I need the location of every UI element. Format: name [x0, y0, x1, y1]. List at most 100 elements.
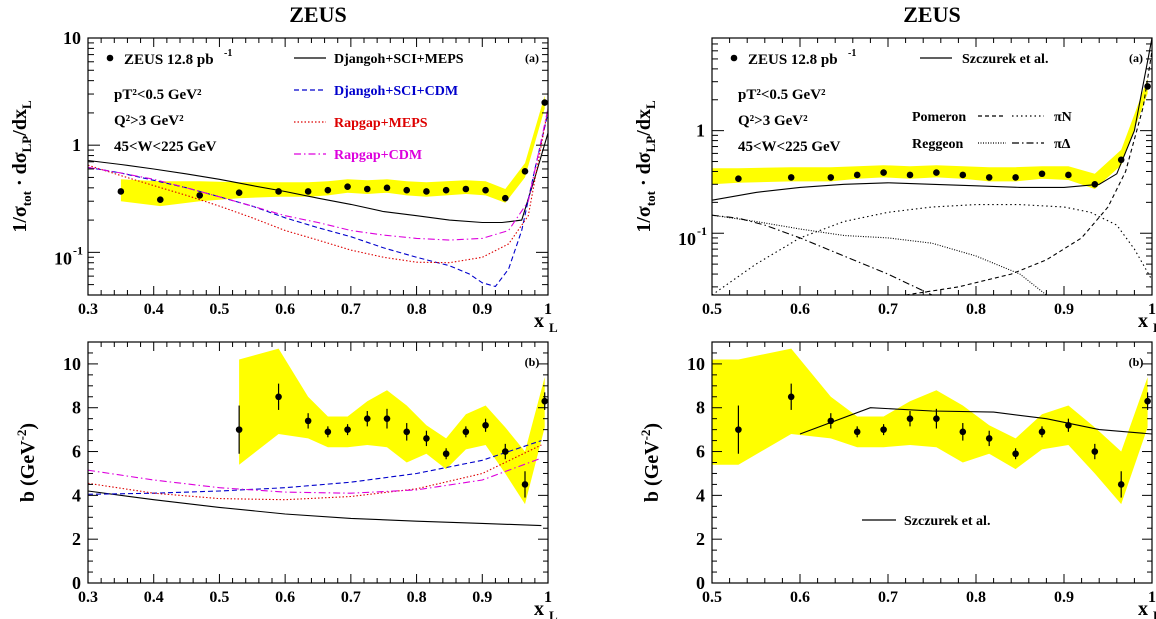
y-axis-label-part: 1/σ	[633, 206, 655, 233]
series-line	[88, 444, 542, 501]
plot-frame	[87, 37, 549, 296]
y-axis-label-part: b (GeV	[641, 440, 663, 502]
data-point	[275, 393, 282, 401]
data-point	[985, 435, 993, 442]
x-tick-label: 0.6	[790, 589, 810, 606]
legend-data-exponent: -1	[224, 48, 232, 59]
data-point	[196, 192, 204, 199]
data-point	[423, 188, 430, 195]
legend-label: Reggeon	[912, 137, 964, 152]
x-tick-label: 0.7	[341, 301, 361, 318]
plot-area	[88, 348, 548, 527]
data-point	[853, 428, 861, 436]
series-line	[712, 214, 933, 295]
y-axis-label-part: L	[643, 100, 658, 109]
series-line	[712, 38, 1152, 201]
x-tick-label: 0.4	[144, 301, 164, 318]
x-tick-label: 0.7	[878, 589, 898, 606]
data-point	[344, 183, 351, 190]
data-point	[735, 426, 742, 433]
panel-label: (a)	[525, 51, 539, 65]
y-axis-label-part: L	[19, 100, 34, 109]
y-axis-label-part: 1/σ	[9, 206, 31, 233]
data-point	[933, 415, 940, 422]
legend-cut: 45<W<225 GeV	[738, 139, 841, 155]
x-tick-label: 1	[544, 589, 552, 606]
data-point	[1144, 83, 1151, 90]
series-line	[905, 50, 1152, 295]
x-tick-label: 0.6	[275, 589, 295, 606]
legend-label: Szczurek et al.	[962, 52, 1048, 67]
x-tick-label: 0.3	[78, 589, 98, 606]
y-tick-label-exponent: -1	[73, 243, 83, 257]
y-tick-label: 2	[696, 529, 705, 549]
y-tick-label: 4	[696, 485, 705, 505]
x-tick-label: 0.4	[144, 589, 164, 606]
x-tick-label: 0.5	[209, 589, 229, 606]
legend-data-label: ZEUS 12.8 pb	[748, 52, 838, 68]
y-axis-label-part: b (GeV	[17, 440, 39, 502]
y-axis-label: 1/σtot · dσLP/dxL	[9, 100, 34, 233]
x-tick-label: 0.9	[472, 589, 492, 606]
data-point	[827, 417, 835, 425]
x-tick-label: 0.6	[275, 301, 295, 318]
data-point	[906, 415, 914, 422]
chart-panel-left-bottom: 0.3 0.4 0.5 0.6 0.7 0.8 0.9 1x L 0 2 4 6 8 10 b (GeV-2)…	[14, 341, 558, 619]
data-point	[304, 417, 312, 425]
data-point	[344, 426, 351, 433]
legend-label: Djangoh+SCI+MEPS	[334, 52, 464, 67]
y-axis-label: 1/σtot · dσLP/dxL	[633, 100, 658, 233]
x-axis-label-sub: L	[1153, 608, 1156, 619]
data-point	[363, 415, 371, 422]
data-point	[462, 185, 470, 193]
y-tick-label: 0	[72, 573, 81, 593]
data-point	[735, 175, 742, 183]
x-tick-label: 0.8	[407, 589, 427, 606]
data-point	[117, 188, 125, 195]
y-tick-label-exponent: -1	[697, 224, 707, 238]
y-axis-label-part: /dx	[9, 109, 31, 137]
x-axis-label-sub: L	[549, 320, 558, 335]
chart-panel-right-bottom: 0.5 0.6 0.7 0.8 0.9 1xL 0 2 4 6 8 10 b (GeV-2) (b) Szc…	[638, 341, 1156, 619]
plot-area	[88, 95, 548, 288]
data-point	[462, 428, 470, 436]
x-axis-label: x	[534, 598, 544, 619]
systematic-band	[239, 348, 545, 505]
series-line	[799, 407, 1152, 435]
data-point	[541, 397, 548, 405]
data-point	[1117, 156, 1125, 164]
chart-title: ZEUS	[903, 2, 960, 27]
x-tick-label: 1	[544, 301, 552, 318]
data-point	[959, 428, 967, 436]
systematic-band	[712, 348, 1148, 505]
data-point	[880, 426, 887, 433]
data-point	[1065, 421, 1072, 429]
panel-label: (a)	[1129, 51, 1143, 65]
legend-data-marker	[106, 54, 114, 62]
x-tick-label: 1	[1148, 589, 1156, 606]
y-axis-label-part: -2	[14, 430, 29, 441]
legend-data-exponent: -1	[848, 48, 856, 59]
x-tick-label: 0.8	[966, 589, 986, 606]
data-point	[1012, 450, 1019, 458]
legend-label: Rapgap+CDM	[334, 148, 422, 163]
series-line	[88, 108, 548, 241]
data-point	[827, 174, 835, 181]
y-tick-label: 1	[72, 135, 81, 155]
y-axis-label-part: tot	[643, 190, 658, 206]
y-tick-label: 1	[696, 121, 705, 141]
data-point	[1144, 397, 1151, 405]
panel-label: (b)	[1129, 355, 1144, 369]
legend-cut: 45<W<225 GeV	[114, 139, 217, 155]
data-point	[501, 448, 509, 455]
y-tick-label: 10	[63, 354, 81, 374]
y-tick-label: 10	[54, 248, 72, 268]
y-axis-label-part: LP	[19, 136, 34, 153]
series-line	[88, 132, 548, 224]
data-point	[1091, 448, 1099, 455]
y-tick-label: 4	[72, 485, 81, 505]
systematic-band	[120, 95, 545, 207]
data-point	[1038, 170, 1046, 178]
x-tick-label: 0.8	[407, 301, 427, 318]
